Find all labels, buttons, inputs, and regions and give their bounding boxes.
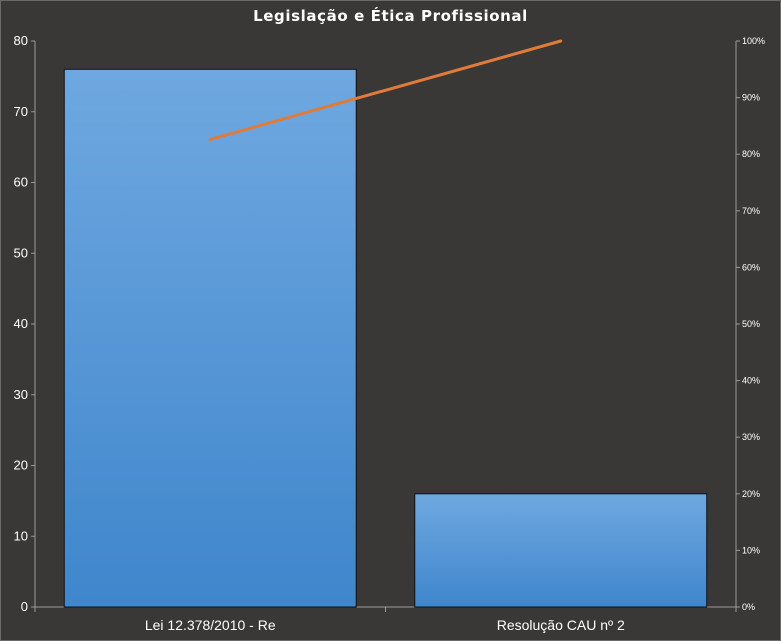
y2-tick-label: 40%: [742, 376, 760, 386]
y-tick-label: 0: [21, 599, 28, 614]
y-tick-label: 80: [14, 33, 28, 48]
cumulative-line: [208, 39, 563, 141]
y-tick-label: 60: [14, 175, 28, 190]
y-tick-label: 10: [14, 528, 28, 543]
y2-tick-label: 70%: [742, 206, 760, 216]
y2-tick-label: 10%: [742, 545, 760, 555]
y2-tick-label: 30%: [742, 432, 760, 442]
y-tick-label: 20: [14, 458, 28, 473]
category-label: Resolução CAU nº 2: [497, 617, 625, 633]
y-tick-label: 50: [14, 245, 28, 260]
y2-tick-label: 20%: [742, 489, 760, 499]
y2-tick-label: 100%: [742, 36, 765, 46]
y-tick-label: 30: [14, 387, 28, 402]
y-tick-label: 40: [14, 316, 28, 331]
bar: [414, 493, 708, 608]
category-label: Lei 12.378/2010 - Re: [145, 617, 276, 633]
y2-tick-label: 0%: [742, 602, 755, 612]
y-tick-label: 70: [14, 104, 28, 119]
y2-tick-label: 50%: [742, 319, 760, 329]
chart-title: Legislação e Ética Profissional: [253, 7, 528, 25]
bar: [63, 68, 357, 608]
y2-tick-label: 80%: [742, 149, 760, 159]
y2-tick-label: 90%: [742, 93, 760, 103]
y2-tick-label: 60%: [742, 262, 760, 272]
